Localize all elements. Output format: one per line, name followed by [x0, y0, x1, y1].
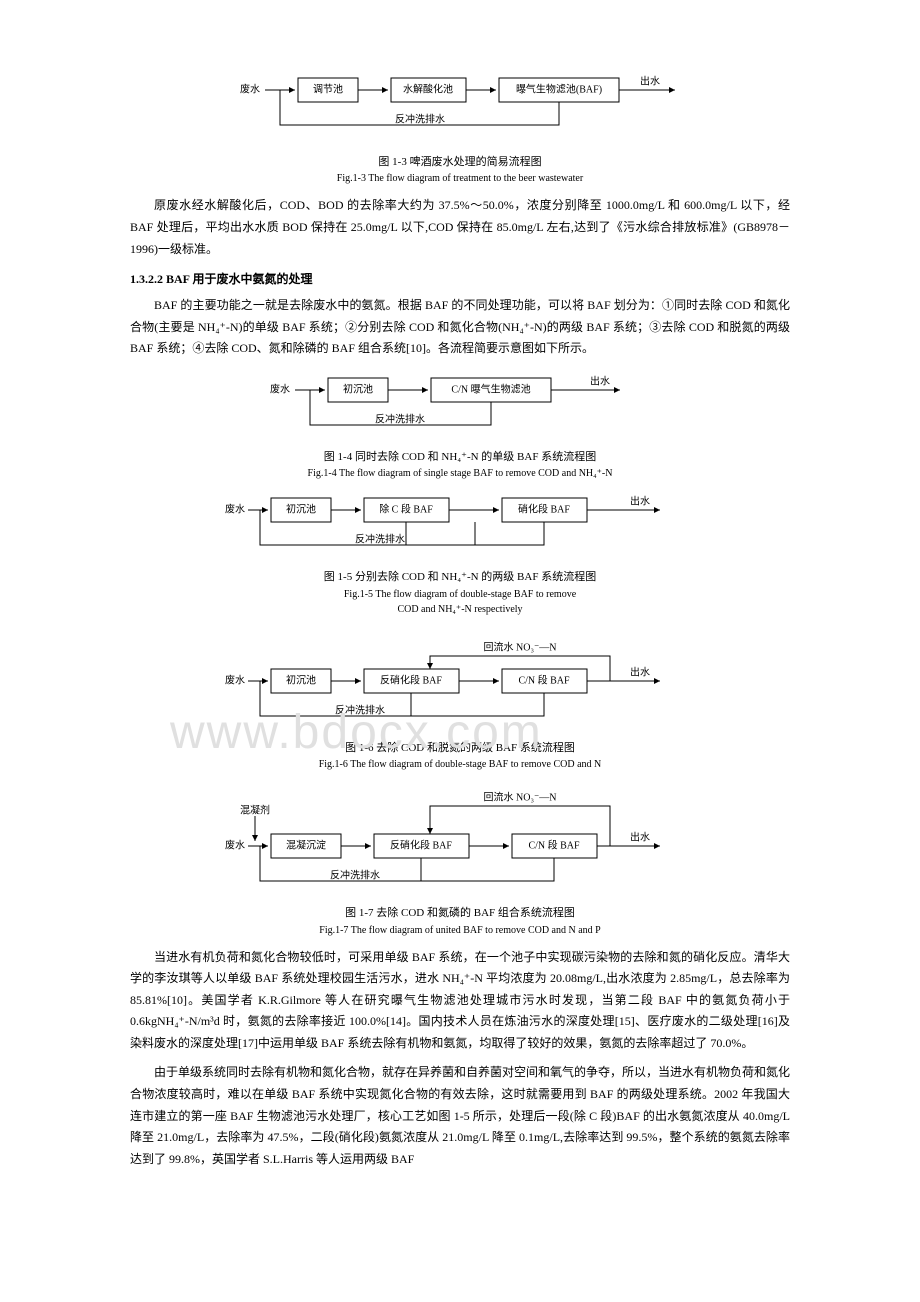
- box-denitrify-baf: 反硝化段 BAF: [390, 838, 452, 851]
- label-wastewater: 废水: [240, 82, 260, 95]
- box-primary: 初沉池: [286, 503, 316, 516]
- box-primary: 初沉池: [286, 673, 316, 686]
- fig-1-6-diagram: 回流水 NO₃⁻—N 废水 初沉池 反硝化段 BAF C/N 段 BAF 出水 …: [130, 636, 790, 736]
- fig-1-4-caption-cn: 图 1-4 同时去除 COD 和 NH₄⁺-N 的单级 BAF 系统流程图: [130, 450, 790, 465]
- box-baf: 曝气生物滤池(BAF): [516, 82, 602, 95]
- box-nitrify-baf: 硝化段 BAF: [518, 503, 570, 516]
- fig-1-7-diagram: 回流水 NO₃⁻—N 混凝剂 废水 混凝沉淀 反硝化段 BAF C/N 段 BA…: [130, 786, 790, 901]
- box-cn-baf: C/N 曝气生物滤池: [451, 382, 530, 395]
- fig-1-3-caption-en: Fig.1-3 The flow diagram of treatment to…: [130, 172, 790, 185]
- label-wastewater: 废水: [270, 382, 290, 395]
- document-page: 废水 调节池 水解酸化池 曝气生物滤池(BAF) 出水 反冲洗排水 图 1-3 …: [0, 0, 920, 1238]
- paragraph-2: BAF 的主要功能之一就是去除废水中的氨氮。根据 BAF 的不同处理功能，可以将…: [130, 295, 790, 360]
- paragraph-1: 原废水经水解酸化后，COD、BOD 的去除率大约为 37.5%～50.0%，浓度…: [130, 195, 790, 260]
- label-backwash: 反冲洗排水: [395, 112, 445, 125]
- label-recycle: 回流水 NO₃⁻—N: [484, 790, 557, 803]
- section-heading-1-3-2-2: 1.3.2.2 BAF 用于废水中氨氮的处理: [130, 270, 790, 287]
- paragraph-3: 当进水有机负荷和氮化合物较低时，可采用单级 BAF 系统，在一个池子中实现碳污染…: [130, 947, 790, 1055]
- box-cn-baf: C/N 段 BAF: [518, 673, 570, 686]
- box-c-baf: 除 C 段 BAF: [379, 503, 433, 516]
- fig-1-4-caption-en: Fig.1-4 The flow diagram of single stage…: [130, 467, 790, 480]
- box-coag-sed: 混凝沉淀: [286, 838, 326, 851]
- box-adjust: 调节池: [313, 82, 343, 95]
- fig-1-7-caption-en: Fig.1-7 The flow diagram of united BAF t…: [130, 924, 790, 937]
- fig-1-6-caption-en: Fig.1-6 The flow diagram of double-stage…: [130, 758, 790, 771]
- paragraph-4: 由于单级系统同时去除有机物和氮化合物，就存在异养菌和自养菌对空间和氧气的争夺，所…: [130, 1062, 790, 1170]
- label-wastewater: 废水: [225, 673, 245, 686]
- fig-1-5-caption-cn: 图 1-5 分别去除 COD 和 NH₄⁺-N 的两级 BAF 系统流程图: [130, 570, 790, 585]
- label-backwash: 反冲洗排水: [330, 868, 380, 881]
- label-effluent: 出水: [630, 495, 650, 508]
- label-effluent: 出水: [630, 830, 650, 843]
- fig-1-4-diagram: 废水 初沉池 C/N 曝气生物滤池 出水 反冲洗排水: [130, 370, 790, 445]
- label-effluent: 出水: [640, 74, 660, 87]
- fig-1-5-caption-en-l1: Fig.1-5 The flow diagram of double-stage…: [130, 588, 790, 601]
- fig-1-3-diagram: 废水 调节池 水解酸化池 曝气生物滤池(BAF) 出水 反冲洗排水: [130, 70, 790, 150]
- label-coagulant: 混凝剂: [240, 803, 270, 816]
- label-recycle: 回流水 NO₃⁻—N: [484, 640, 557, 653]
- box-hydrolysis: 水解酸化池: [403, 82, 453, 95]
- fig-1-3-caption-cn: 图 1-3 啤酒废水处理的简易流程图: [130, 155, 790, 170]
- label-effluent: 出水: [590, 374, 610, 387]
- label-wastewater: 废水: [225, 838, 245, 851]
- label-backwash: 反冲洗排水: [375, 412, 425, 425]
- label-backwash: 反冲洗排水: [335, 703, 385, 716]
- label-wastewater: 废水: [225, 503, 245, 516]
- box-denitrify-baf: 反硝化段 BAF: [380, 673, 442, 686]
- label-effluent: 出水: [630, 665, 650, 678]
- box-primary: 初沉池: [343, 382, 373, 395]
- label-backwash: 反冲洗排水: [355, 533, 405, 546]
- fig-1-6-caption-cn: 图 1-6 去除 COD 和脱氮的两级 BAF 系统流程图: [130, 741, 790, 756]
- fig-1-7-caption-cn: 图 1-7 去除 COD 和氮磷的 BAF 组合系统流程图: [130, 906, 790, 921]
- box-cn-baf: C/N 段 BAF: [528, 838, 580, 851]
- fig-1-5-caption-en-l2: COD and NH₄⁺-N respectively: [130, 603, 790, 616]
- fig-1-5-diagram: 废水 初沉池 除 C 段 BAF 硝化段 BAF 出水 反冲洗排水: [130, 490, 790, 565]
